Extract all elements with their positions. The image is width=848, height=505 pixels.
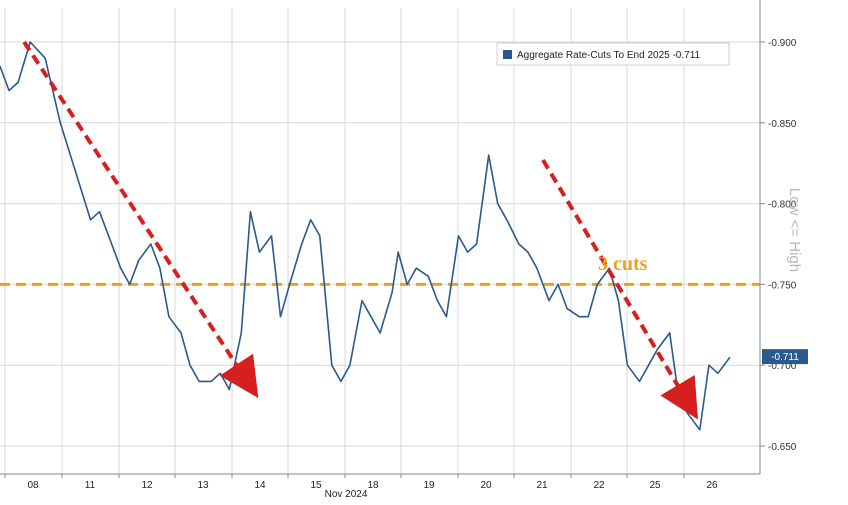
axes: -0.900 -0.850 -0.800 -0.750 -0.700 -0.650 08 11… <box>0 0 797 491</box>
x-tick-label: 25 <box>649 480 661 491</box>
x-tick-label: 18 <box>367 480 379 491</box>
x-tick-label: 08 <box>27 480 39 491</box>
series-layer <box>0 41 731 431</box>
x-tick-label: 14 <box>254 480 266 491</box>
x-tick-label: 19 <box>423 480 435 491</box>
x-tick-label: 21 <box>536 480 548 491</box>
series-line <box>0 41 731 431</box>
y-tick-label: -0.800 <box>768 200 797 211</box>
y-tick-label: -0.700 <box>768 361 797 372</box>
x-tick-label: 22 <box>593 480 605 491</box>
y-tick-label: -0.750 <box>768 280 797 291</box>
legend-swatch <box>503 50 512 59</box>
last-value-label: -0.711 <box>771 352 799 363</box>
trend-arrow <box>541 158 699 420</box>
x-tick-label: 13 <box>197 480 209 491</box>
y-tick-label: -0.650 <box>768 442 797 453</box>
x-tick-label: 12 <box>141 480 153 491</box>
x-tick-label: 26 <box>706 480 718 491</box>
x-tick-label: 15 <box>310 480 322 491</box>
last-value-badge: -0.711 <box>762 349 808 365</box>
y-tick-label: -0.850 <box>768 119 797 130</box>
y-tick-label: -0.900 <box>768 38 797 49</box>
last-value-box <box>762 349 808 365</box>
y-axis-label: Low <= High <box>786 188 803 272</box>
trend-arrows <box>22 40 699 420</box>
trend-arrow <box>22 40 259 399</box>
grid <box>0 8 760 474</box>
reference-line-label: 3 cuts <box>598 253 648 275</box>
x-axis-label: Nov 2024 <box>325 489 368 500</box>
legend: Aggregate Rate-Cuts To End 2025 -0.711 <box>496 42 730 66</box>
x-tick-label: 20 <box>480 480 492 491</box>
legend-label: Aggregate Rate-Cuts To End 2025 -0.711 <box>517 50 701 61</box>
x-tick-label: 11 <box>85 480 96 491</box>
legend-box <box>496 42 730 66</box>
